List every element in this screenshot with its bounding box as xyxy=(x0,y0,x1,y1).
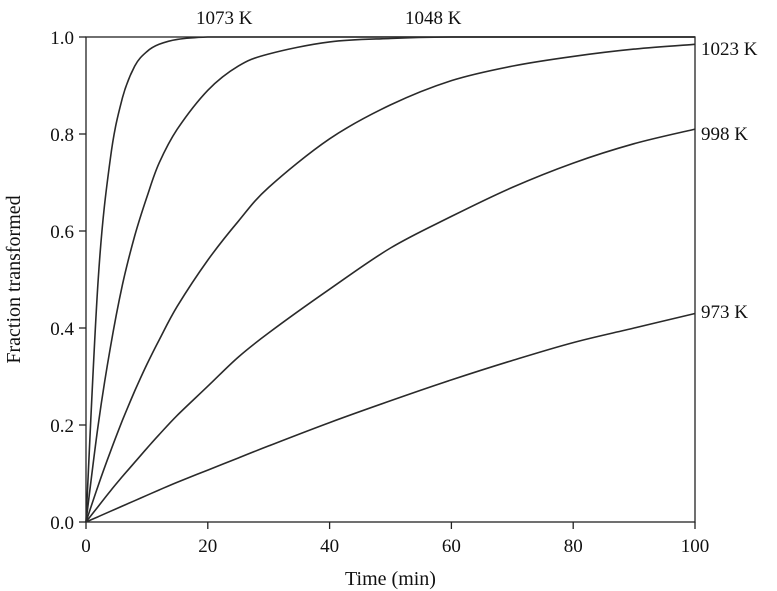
x-tick-label: 100 xyxy=(681,536,710,557)
x-axis: 0 20 40 60 80 100 xyxy=(81,522,709,557)
x-tick-label: 60 xyxy=(442,536,461,557)
curves xyxy=(85,36,696,523)
series-label: 973 K xyxy=(701,302,748,323)
y-tick-label: 1.0 xyxy=(50,28,74,49)
y-tick-label: 0.0 xyxy=(50,513,74,534)
series-label: 998 K xyxy=(701,124,748,145)
plot-frame xyxy=(85,36,696,523)
y-tick-label: 0.2 xyxy=(50,416,74,437)
series-line-1023-k xyxy=(85,43,696,523)
series-line-973-k xyxy=(85,312,696,523)
x-axis-title: Time (min) xyxy=(345,568,436,590)
x-tick-label: 40 xyxy=(320,536,339,557)
series-line-1073-k xyxy=(85,36,695,523)
series-label: 1073 K xyxy=(196,8,253,29)
y-tick-label: 0.4 xyxy=(50,319,74,340)
plot-border xyxy=(85,36,696,523)
x-tick-label: 80 xyxy=(564,536,583,557)
y-axis-title: Fraction transformed xyxy=(3,195,25,363)
x-tick-label: 20 xyxy=(198,536,217,557)
y-tick-label: 0.6 xyxy=(50,222,74,243)
series-line-1048-k xyxy=(85,36,695,523)
y-axis: 0.0 0.2 0.4 0.6 0.8 1.0 xyxy=(50,28,86,534)
series-label: 1023 K xyxy=(701,39,758,60)
series-line-998-k xyxy=(85,128,696,523)
series-labels: 1073 K 1048 K 1023 K 998 K 973 K xyxy=(196,8,758,323)
x-tick-label: 0 xyxy=(81,536,91,557)
y-tick-label: 0.8 xyxy=(50,125,74,146)
series-label: 1048 K xyxy=(405,8,462,29)
